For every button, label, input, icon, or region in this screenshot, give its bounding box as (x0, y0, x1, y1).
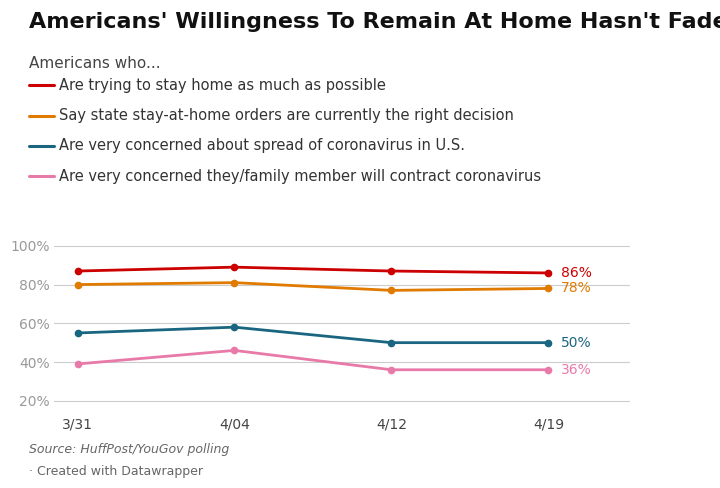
Text: Americans' Willingness To Remain At Home Hasn't Faded: Americans' Willingness To Remain At Home… (29, 12, 720, 32)
Text: · Created with Datawrapper: · Created with Datawrapper (29, 465, 203, 478)
Text: Are very concerned they/family member will contract coronavirus: Are very concerned they/family member wi… (59, 169, 541, 183)
Text: Are very concerned about spread of coronavirus in U.S.: Are very concerned about spread of coron… (59, 139, 465, 153)
Text: Say state stay-at-home orders are currently the right decision: Say state stay-at-home orders are curren… (59, 108, 514, 123)
Text: Source: HuffPost/YouGov polling: Source: HuffPost/YouGov polling (29, 443, 229, 456)
Text: 50%: 50% (561, 336, 592, 350)
Text: Americans who...: Americans who... (29, 56, 161, 71)
Text: 78%: 78% (561, 282, 592, 295)
Text: 36%: 36% (561, 363, 592, 377)
Text: 86%: 86% (561, 266, 592, 280)
Text: Are trying to stay home as much as possible: Are trying to stay home as much as possi… (59, 78, 386, 93)
